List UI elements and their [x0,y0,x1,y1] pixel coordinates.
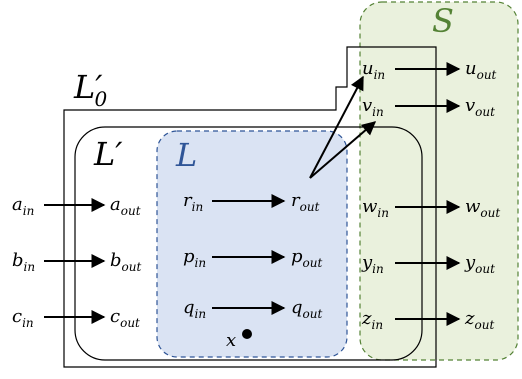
node-r-out: rout [291,190,320,214]
node-z-in: zin [361,308,383,332]
node-a-out: aout [110,194,141,218]
node-p-out: pout [291,246,322,270]
node-w-out: wout [465,196,500,220]
node-c-in: cin [12,306,34,330]
node-a-in: ain [12,194,34,218]
node-q-in: qin [183,297,206,321]
region-s [359,1,519,361]
region-l-label: L [175,136,197,174]
edge-r-out-to-v-in [309,121,377,179]
node-q-out: qout [291,297,322,321]
node-c-out: cout [110,306,140,330]
node-z-out: zout [464,308,494,332]
region-l [156,130,348,358]
node-u-in: uin [362,58,385,82]
region-l-prime-label: L′ [93,135,123,173]
node-r-in: rin [183,190,203,214]
node-b-out: bout [110,250,141,274]
node-u-out: uout [465,58,497,82]
node-pairs: ain aout bin bout cin cout rin rout pin pout qin qo… [12,58,500,332]
node-y-out: yout [464,252,495,276]
point-x-label: x [226,330,236,351]
region-l0-prime [63,46,437,368]
point-x [242,329,252,339]
node-w-in: win [362,196,389,220]
node-v-out: vout [465,95,495,119]
region-l-prime [74,126,423,361]
node-v-in: vin [362,95,384,119]
edge-r-out-to-u-in [309,75,364,179]
node-b-in: bin [12,250,35,274]
region-s-label: S [432,2,454,40]
node-y-in: yin [361,252,384,276]
region-l0-prime-label: L′0 [73,68,108,111]
node-p-in: pin [183,246,206,270]
